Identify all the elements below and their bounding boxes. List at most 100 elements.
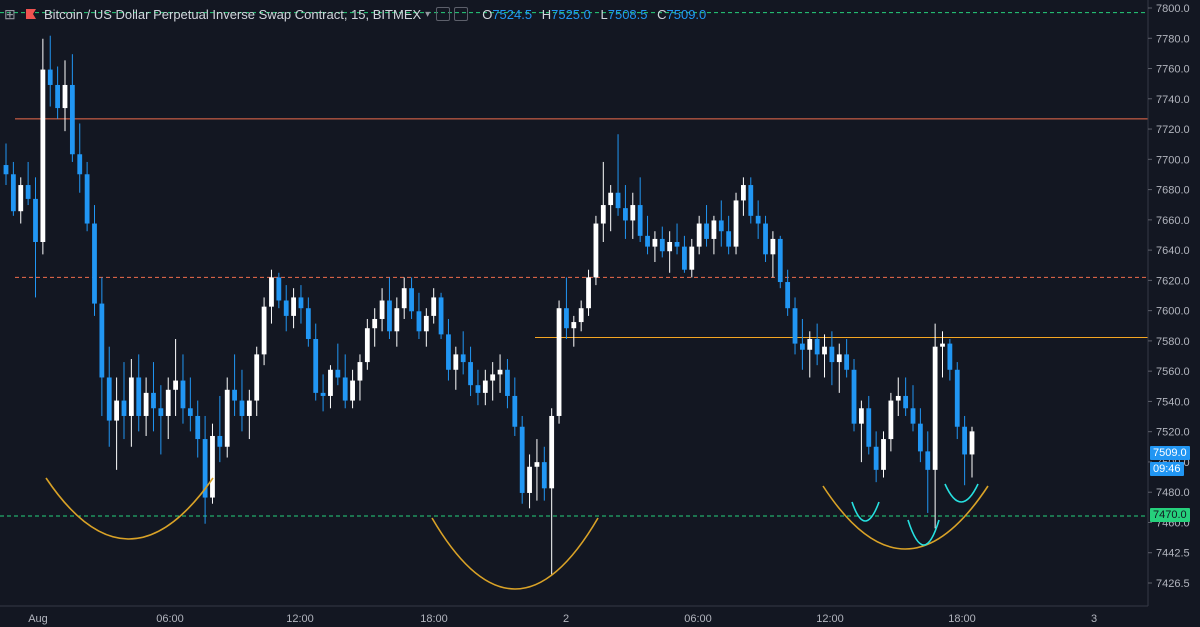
y-tick-label: 7640.0: [1156, 245, 1190, 257]
candle-body: [298, 297, 304, 309]
y-tick-label: 7480.0: [1156, 487, 1190, 499]
candle-body: [954, 369, 960, 427]
candle-body: [283, 300, 289, 316]
small-arc-2[interactable]: [907, 519, 940, 546]
y-tick-label: 7680.0: [1156, 185, 1190, 197]
candle-body: [615, 192, 621, 209]
candle-body: [711, 220, 717, 239]
x-tick-label: Aug: [28, 613, 48, 625]
candle-body: [763, 223, 768, 255]
y-tick-label: 7800.0: [1156, 3, 1190, 15]
candle-body: [401, 288, 407, 309]
ohlc-low-value: 7508.5: [607, 6, 648, 22]
ohlc-close-value: 7509.0: [666, 6, 707, 22]
y-tick-label: 7620.0: [1156, 275, 1190, 287]
x-tick-label: 18:00: [420, 613, 448, 625]
candle-body: [608, 192, 614, 206]
candle-body: [549, 415, 555, 489]
candle-body: [777, 238, 783, 283]
candle-body: [903, 395, 909, 409]
x-tick-label: 06:00: [156, 613, 184, 625]
candle-body: [372, 318, 378, 329]
candle-body: [468, 362, 473, 386]
candle-body: [623, 208, 628, 221]
candle-body: [305, 308, 311, 339]
candle-body: [726, 231, 732, 247]
candle-body: [770, 238, 776, 255]
candle-body: [313, 338, 319, 393]
support-price-tag: 7470.0: [1150, 508, 1190, 522]
candle-body: [202, 439, 208, 498]
right-shoulder-arc[interactable]: [822, 485, 989, 550]
ohlc-open-label: O: [482, 6, 493, 22]
horizontal-lines[interactable]: [0, 12, 1148, 517]
candle-body: [438, 297, 444, 335]
candle-body: [969, 431, 975, 455]
candle-body: [873, 446, 879, 470]
candle-body: [696, 223, 702, 247]
expand-icon[interactable]: ⊞: [4, 6, 16, 22]
candle-body: [224, 389, 230, 447]
candle-body: [556, 308, 562, 416]
candle-body: [600, 205, 606, 224]
ohlc-open-value: 7524.5: [492, 6, 533, 22]
small-arc-3[interactable]: [944, 483, 979, 503]
candle-body: [637, 205, 643, 236]
countdown-tag: 09:46: [1150, 462, 1184, 476]
y-tick-label: 7520.0: [1156, 427, 1190, 439]
symbol-title[interactable]: Bitcoin / US Dollar Perpetual Inverse Sw…: [44, 6, 422, 22]
candle-body: [92, 223, 97, 304]
candle-body: [121, 400, 127, 416]
head-arc[interactable]: [431, 517, 599, 590]
candle-body: [497, 369, 503, 375]
chart-header: ⊞ Bitcoin / US Dollar Perpetual Inverse …: [0, 0, 1148, 28]
candle-body: [187, 408, 193, 416]
candles: [3, 35, 975, 575]
candle-body: [475, 385, 481, 393]
candle-body: [99, 303, 105, 378]
candle-body: [3, 165, 9, 175]
candle-body: [446, 334, 451, 370]
y-tick-label: 7442.5: [1156, 548, 1190, 560]
left-shoulder-arc[interactable]: [45, 477, 214, 540]
x-tick-label: 12:00: [816, 613, 844, 625]
candle-body: [534, 462, 540, 467]
last-price-tag: 7509.0: [1150, 446, 1190, 460]
candle-body: [630, 205, 636, 221]
y-tick-label: 7760.0: [1156, 64, 1190, 76]
candle-body: [910, 408, 916, 424]
time-axis[interactable]: Aug 06:00 12:00 18:00 2 06:00 12:00 18:00 3: [28, 613, 1097, 625]
candle-body: [858, 408, 864, 424]
small-arc-1[interactable]: [851, 501, 880, 522]
y-tick-label: 7426.5: [1156, 578, 1190, 590]
y-tick-label: 7540.0: [1156, 396, 1190, 408]
candle-body: [158, 408, 164, 416]
x-tick-label: 3: [1091, 613, 1097, 625]
settings-icon[interactable]: [436, 7, 451, 21]
candle-body: [173, 380, 178, 390]
y-tick-label: 7560.0: [1156, 366, 1190, 378]
candle-body: [836, 354, 842, 363]
ohlc-high-label: H: [541, 6, 552, 22]
candle-body: [519, 426, 525, 493]
price-axis[interactable]: 7800.0 7780.0 7760.0 7740.0 7720.0 7700.0 7680…: [1148, 3, 1190, 590]
candle-body: [682, 246, 687, 270]
candle-body: [571, 322, 577, 329]
candle-body: [505, 369, 510, 396]
candle-body: [453, 354, 459, 370]
candle-body: [822, 346, 827, 355]
candle-body: [342, 377, 348, 401]
candle-body: [564, 308, 569, 329]
y-tick-label: 7780.0: [1156, 33, 1190, 45]
pattern-arcs[interactable]: [45, 477, 989, 590]
candle-body: [47, 69, 53, 85]
candle-body: [151, 392, 156, 409]
candle-body: [785, 282, 791, 309]
candle-body: [254, 354, 260, 401]
candle-body: [269, 277, 274, 307]
visibility-icon[interactable]: [454, 7, 469, 21]
chevron-down-icon[interactable]: ▾: [425, 8, 431, 20]
candle-body: [33, 198, 38, 243]
candle-body: [84, 174, 90, 224]
